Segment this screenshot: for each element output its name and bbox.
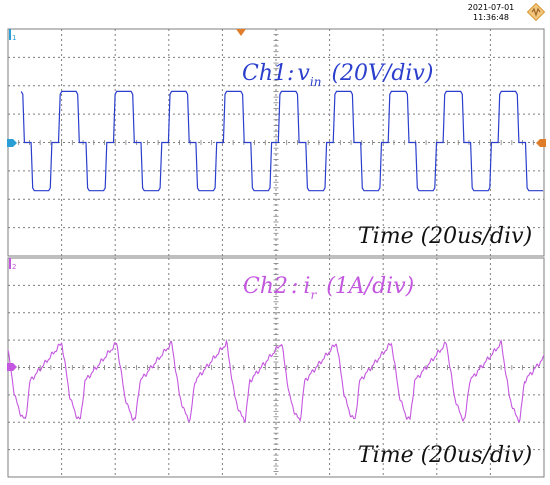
ch2-panel: 2 Ch2: ir (1A/div) Time (20us/div): [7, 257, 545, 478]
trigger-position-marker: [236, 29, 246, 36]
ch2-marker-label: 2: [12, 263, 16, 271]
timestamp: 2021-07-01 11:36:48: [458, 3, 524, 23]
ch2-subscript: r: [310, 288, 317, 302]
ch2-waveform: [7, 338, 545, 423]
ch2-colon: :: [291, 274, 298, 299]
ch1-channel-text: Ch1: [242, 61, 287, 86]
ch1-subscript: in: [310, 75, 322, 89]
ch2-symbol: i: [303, 274, 310, 299]
ch1-colon: :: [287, 61, 294, 86]
ch1-ground-marker: [7, 139, 17, 147]
ch2-channel-text: Ch2: [243, 274, 288, 299]
ch2-grid: [7, 257, 545, 478]
ch1-symbol: v: [297, 61, 310, 86]
ch2-ground-marker: [7, 363, 17, 371]
ch2-time-label: Time (20us/div): [358, 443, 532, 468]
ch1-scale: (20V/div): [331, 61, 433, 86]
ch2-annotation: Ch2: ir (1A/div): [243, 274, 414, 302]
trigger-marker: [536, 139, 546, 147]
date-text: 2021-07-01: [467, 3, 515, 12]
ch1-panel: 1 Ch1: vin (20V/div) Time (20us/div): [7, 28, 546, 257]
ch2-scale: (1A/div): [326, 274, 414, 299]
ch1-annotation: Ch1: vin (20V/div): [242, 61, 433, 89]
brand-logo-icon: [527, 3, 545, 21]
time-text: 11:36:48: [473, 13, 509, 22]
ch1-waveform: [20, 90, 544, 192]
ch1-time-label: Time (20us/div): [358, 224, 532, 249]
ch1-marker-label: 1: [12, 34, 16, 42]
